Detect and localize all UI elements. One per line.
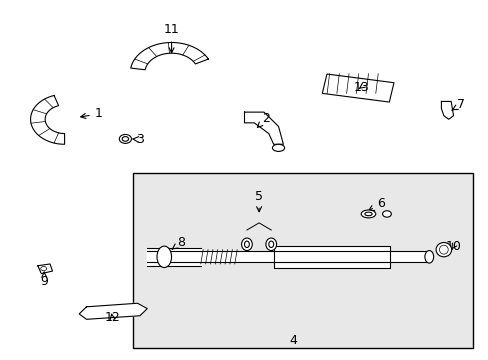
Bar — [132, 173, 472, 348]
Polygon shape — [147, 248, 201, 266]
Ellipse shape — [241, 238, 252, 251]
Ellipse shape — [272, 144, 284, 152]
Polygon shape — [244, 112, 283, 144]
Text: 13: 13 — [353, 81, 368, 94]
Text: 3: 3 — [136, 134, 143, 147]
Text: 12: 12 — [104, 311, 120, 324]
Ellipse shape — [157, 246, 171, 267]
Ellipse shape — [268, 241, 273, 248]
Polygon shape — [273, 246, 389, 267]
Text: 2: 2 — [257, 112, 270, 127]
Text: 5: 5 — [255, 190, 263, 212]
Text: 11: 11 — [163, 23, 179, 53]
Text: 7: 7 — [451, 99, 464, 112]
Ellipse shape — [244, 241, 249, 248]
Polygon shape — [79, 303, 147, 319]
Polygon shape — [38, 264, 52, 274]
Text: 8: 8 — [172, 236, 185, 249]
Ellipse shape — [361, 210, 375, 218]
Text: 10: 10 — [445, 240, 461, 253]
Polygon shape — [31, 95, 64, 144]
Polygon shape — [441, 102, 453, 119]
Ellipse shape — [435, 243, 451, 257]
Bar — [322, 74, 393, 102]
Polygon shape — [147, 251, 428, 262]
Ellipse shape — [122, 136, 128, 141]
Text: 4: 4 — [288, 334, 296, 347]
Ellipse shape — [439, 245, 447, 254]
Ellipse shape — [364, 212, 371, 216]
Ellipse shape — [265, 238, 276, 251]
Text: 1: 1 — [81, 107, 102, 120]
Polygon shape — [130, 42, 208, 70]
Ellipse shape — [41, 266, 46, 271]
Ellipse shape — [382, 211, 390, 217]
Ellipse shape — [424, 251, 433, 263]
Text: 9: 9 — [40, 272, 48, 288]
Ellipse shape — [119, 134, 131, 143]
Text: 6: 6 — [376, 197, 384, 210]
